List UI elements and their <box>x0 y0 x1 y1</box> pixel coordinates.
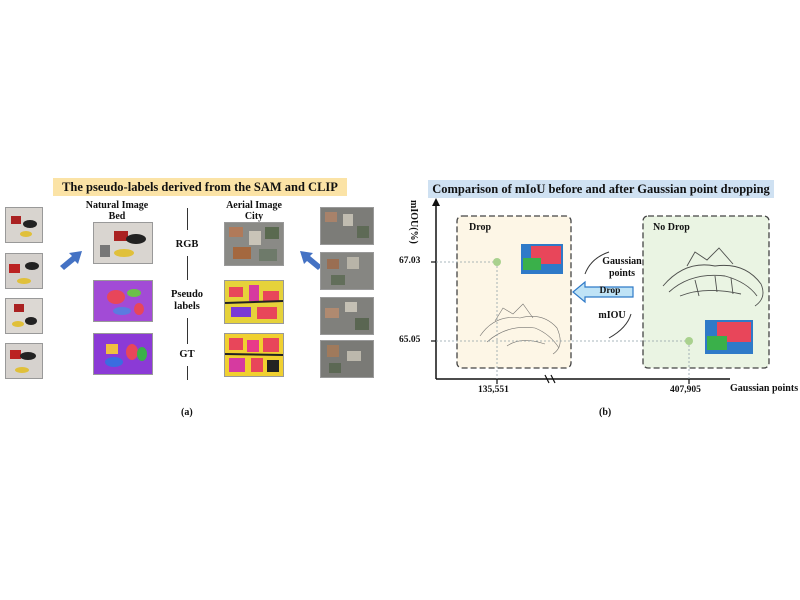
drop-point-cloud <box>479 303 561 355</box>
middle-miou-label: mIOU <box>598 310 626 321</box>
x-tick-label: 407,905 <box>670 385 701 395</box>
city-photo-3 <box>320 297 374 335</box>
y-axis-label: mIOU(%) <box>408 200 419 244</box>
arrow-left-icon <box>300 251 322 270</box>
divider-line <box>187 256 188 280</box>
aerial-gt-image <box>224 333 284 377</box>
y-axis-arrow-icon <box>432 198 440 206</box>
caption-b: (b) <box>599 407 612 418</box>
bed-photo-1 <box>5 207 43 243</box>
drop-arrow-icon <box>572 280 634 304</box>
divider-line <box>187 208 188 230</box>
aerial-image-title: Aerial Image City <box>226 200 282 222</box>
middle-drop-label: Drop <box>599 286 621 296</box>
y-tick-label: 65.05 <box>399 335 421 345</box>
curved-arrow-icon <box>584 251 610 275</box>
miou-chart <box>431 198 770 384</box>
city-photo-4 <box>320 340 374 378</box>
city-photo-1 <box>320 207 374 245</box>
no-drop-segmentation-thumbnail <box>705 320 753 354</box>
drop-box-label: Drop <box>469 222 492 233</box>
natural-image-title: Natural Image Bed <box>85 200 149 222</box>
drop-box <box>456 215 572 369</box>
panel-b-title: Comparison of mIoU before and after Gaus… <box>428 180 774 198</box>
aerial-rgb-image <box>224 222 284 266</box>
arrow-right-icon <box>60 251 82 270</box>
middle-gaussian-points-label: Gaussian points <box>602 256 642 279</box>
curved-arrow-icon <box>608 313 632 339</box>
row-label-rgb: RGB <box>175 239 199 250</box>
divider-line <box>187 318 188 344</box>
caption-a: (a) <box>181 407 193 418</box>
drop-segmentation-thumbnail <box>521 244 563 274</box>
natural-pseudo-label-image <box>93 280 153 322</box>
y-tick-label: 67.03 <box>399 256 421 266</box>
data-point-drop <box>493 258 501 266</box>
divider-line <box>187 366 188 380</box>
aerial-pseudo-label-image <box>224 280 284 324</box>
bed-photo-2 <box>5 253 43 289</box>
row-label-gt: GT <box>179 349 195 360</box>
x-tick-label: 135,551 <box>478 385 509 395</box>
no-drop-point-cloud <box>662 247 764 307</box>
natural-gt-image <box>93 333 153 375</box>
no-drop-box-label: No Drop <box>653 222 690 233</box>
panel-a-title: The pseudo-labels derived from the SAM a… <box>53 178 347 196</box>
data-point-no-drop <box>685 337 693 345</box>
axis-break-mark <box>544 374 556 384</box>
row-label-pseudo-labels: Pseudo labels <box>170 289 204 312</box>
x-axis-label: Gaussian points <box>730 383 799 394</box>
bed-photo-4 <box>5 343 43 379</box>
bed-photo-3 <box>5 298 43 334</box>
city-photo-2 <box>320 252 374 290</box>
natural-rgb-image <box>93 222 153 264</box>
